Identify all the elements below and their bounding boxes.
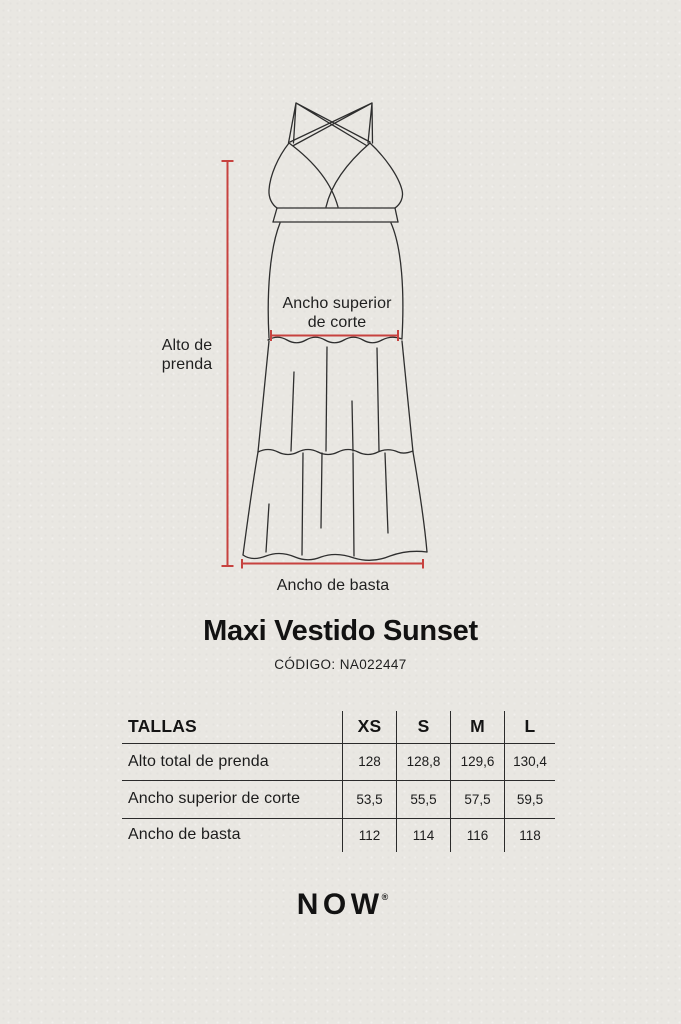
- table-value: 57,5: [451, 781, 505, 819]
- size-column-m: M: [451, 711, 505, 744]
- table-value: 112: [343, 818, 397, 852]
- height-measure-label: Alto de prenda: [161, 337, 213, 373]
- table-value: 129,6: [451, 743, 505, 781]
- registered-mark-icon: ®: [381, 892, 389, 902]
- table-value: 55,5: [397, 781, 451, 819]
- brand-logo: NOW®: [0, 888, 681, 922]
- height-measure-line: [221, 160, 234, 567]
- size-column-s: S: [397, 711, 451, 744]
- product-header: Maxi Vestido Sunset CÓDIGO: NA022447: [0, 615, 681, 672]
- top-width-measure-label: Ancho superior de corte: [282, 295, 392, 331]
- table-value: 53,5: [343, 781, 397, 819]
- dress-diagram: [221, 102, 428, 569]
- table-value: 128,8: [397, 743, 451, 781]
- hem-width-measure-line: [241, 559, 424, 569]
- product-code: CÓDIGO: NA022447: [274, 657, 407, 672]
- table-value: 128: [343, 743, 397, 781]
- page-title: Maxi Vestido Sunset: [203, 615, 478, 647]
- table-row-label: Ancho superior de corte: [122, 781, 343, 819]
- hem-width-measure-label: Ancho de basta: [276, 577, 390, 594]
- dress-line-art: [242, 102, 428, 561]
- size-table-header-label: TALLAS: [122, 711, 343, 744]
- size-column-l: L: [505, 711, 555, 744]
- table-row-label: Ancho de basta: [122, 818, 343, 852]
- table-value: 114: [397, 818, 451, 852]
- table-row-label: Alto total de prenda: [122, 743, 343, 781]
- table-value: 118: [519, 827, 541, 843]
- brand-name: NOW: [296, 888, 384, 921]
- table-value: 116: [451, 818, 505, 852]
- size-table: TALLAS XS S M L Alto total de prenda 128…: [122, 711, 555, 852]
- size-column-xs: XS: [343, 711, 397, 744]
- table-value: 130,4: [505, 744, 555, 781]
- top-width-measure-line: [270, 330, 399, 341]
- table-value: 59,5: [505, 781, 555, 819]
